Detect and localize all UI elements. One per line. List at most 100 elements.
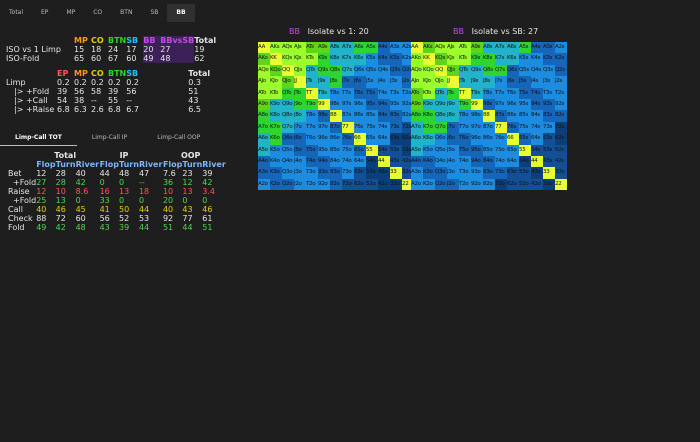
hand-cell[interactable]: Q4o — [435, 155, 447, 168]
hand-cell[interactable]: K5s — [519, 53, 531, 65]
hand-cell[interactable]: T3o — [306, 167, 318, 179]
hand-cell[interactable]: Q9o — [282, 98, 294, 111]
hand-cell[interactable]: 97o — [471, 121, 483, 134]
hand-cell[interactable]: JTo — [294, 87, 306, 99]
hand-cell[interactable]: 73o — [495, 167, 507, 179]
hand-cell[interactable]: J5s — [366, 76, 378, 88]
hand-cell[interactable]: 88 — [330, 110, 342, 122]
hand-cell[interactable]: 83o — [483, 167, 495, 179]
hand-cell[interactable]: A2o — [411, 178, 423, 191]
hand-cell[interactable]: T4s — [531, 87, 543, 99]
hand-cell[interactable]: AKs — [423, 42, 435, 54]
hand-cell[interactable]: 85o — [483, 144, 495, 156]
hand-cell[interactable]: Q8s — [483, 64, 495, 77]
hand-cell[interactable]: J8o — [294, 110, 306, 122]
hand-cell[interactable]: AJs — [447, 42, 459, 54]
hand-cell[interactable]: AJo — [258, 76, 270, 88]
hand-cell[interactable]: 93o — [471, 167, 483, 179]
hand-cell[interactable]: 33 — [390, 167, 402, 179]
hand-cell[interactable]: A5o — [258, 144, 270, 156]
hand-cell[interactable]: 97o — [318, 121, 330, 134]
hand-cell[interactable]: 87s — [342, 110, 354, 122]
hand-cell[interactable]: 99 — [471, 98, 483, 111]
hand-cell[interactable]: 72s — [555, 121, 567, 134]
hand-cell[interactable]: A7o — [258, 121, 270, 134]
hand-cell[interactable]: 95o — [471, 144, 483, 156]
hand-cell[interactable]: A6s — [354, 42, 366, 54]
hand-cell[interactable]: 92o — [471, 178, 483, 191]
tab-total[interactable]: Total — [9, 9, 24, 16]
hand-cell[interactable]: 72o — [495, 178, 507, 191]
hand-cell[interactable]: Q6s — [507, 64, 519, 77]
hand-cell[interactable]: Q7o — [282, 121, 294, 134]
hand-cell[interactable]: 85s — [366, 110, 378, 122]
hand-cell[interactable]: 92o — [318, 178, 330, 191]
hand-cell[interactable]: QQ — [435, 64, 447, 77]
hand-cell[interactable]: K6s — [354, 53, 366, 65]
hand-cell[interactable]: T6o — [306, 133, 318, 145]
hand-cell[interactable]: 74o — [342, 155, 354, 168]
hand-cell[interactable]: ATs — [306, 42, 318, 54]
hand-cell[interactable]: J5o — [447, 144, 459, 156]
hand-cell[interactable]: 75o — [342, 144, 354, 156]
hand-cell[interactable]: T8o — [459, 110, 471, 122]
hand-cell[interactable]: AA — [258, 42, 270, 54]
hand-cell[interactable]: 84s — [531, 110, 543, 122]
hand-cell[interactable]: Q8o — [435, 110, 447, 122]
hand-cell[interactable]: KK — [423, 53, 435, 65]
hand-cell[interactable]: 55 — [519, 144, 531, 156]
hand-cell[interactable]: K7s — [495, 53, 507, 65]
hand-cell[interactable]: 87s — [495, 110, 507, 122]
hand-cell[interactable]: K2o — [270, 178, 282, 191]
hand-cell[interactable]: K5o — [270, 144, 282, 156]
hand-cell[interactable]: 82o — [483, 178, 495, 191]
hand-cell[interactable]: J6s — [354, 76, 366, 88]
hand-cell[interactable]: 86s — [354, 110, 366, 122]
hand-cell[interactable]: K7o — [423, 121, 435, 134]
hand-cell[interactable]: 76o — [342, 133, 354, 145]
hand-cell[interactable]: K7o — [270, 121, 282, 134]
hand-cell[interactable]: Q5s — [366, 64, 378, 77]
hand-cell[interactable]: 63s — [543, 133, 555, 145]
hand-cell[interactable]: A2o — [258, 178, 270, 191]
hand-cell[interactable]: 74s — [531, 121, 543, 134]
hand-cell[interactable]: KJs — [447, 53, 459, 65]
hand-cell[interactable]: 62s — [555, 133, 567, 145]
hand-cell[interactable]: 44 — [531, 155, 543, 168]
hand-cell[interactable]: T6s — [354, 87, 366, 99]
hand-cell[interactable]: A6o — [411, 133, 423, 145]
tab-co[interactable]: CO — [93, 9, 103, 16]
hand-cell[interactable]: K3o — [270, 167, 282, 179]
hand-cell[interactable]: Q7s — [342, 64, 354, 77]
hand-cell[interactable]: JTs — [459, 76, 471, 88]
hand-cell[interactable]: 54o — [519, 155, 531, 168]
hand-cell[interactable]: Q8o — [282, 110, 294, 122]
hand-cell[interactable]: JJ — [447, 76, 459, 88]
hand-cell[interactable]: 95s — [366, 98, 378, 111]
hand-cell[interactable]: 62o — [507, 178, 519, 191]
hand-cell[interactable]: 75s — [519, 121, 531, 134]
hand-cell[interactable]: T5s — [366, 87, 378, 99]
hand-cell[interactable]: Q6o — [435, 133, 447, 145]
hand-cell[interactable]: 72s — [402, 121, 414, 134]
hand-cell[interactable]: T9s — [318, 87, 330, 99]
hand-cell[interactable]: 42s — [402, 155, 414, 168]
hand-cell[interactable]: J4s — [378, 76, 390, 88]
hand-cell[interactable]: K8o — [423, 110, 435, 122]
hand-cell[interactable]: J2o — [294, 178, 306, 191]
hand-cell[interactable]: A5o — [411, 144, 423, 156]
hand-cell[interactable]: 65s — [519, 133, 531, 145]
hand-cell[interactable]: 86s — [507, 110, 519, 122]
hand-cell[interactable]: J9s — [471, 76, 483, 88]
hand-cell[interactable]: K7s — [342, 53, 354, 65]
hand-cell[interactable]: 86o — [483, 133, 495, 145]
hand-cell[interactable]: K2o — [423, 178, 435, 191]
hand-cell[interactable]: J9s — [318, 76, 330, 88]
hand-cell[interactable]: A3o — [258, 167, 270, 179]
hand-cell[interactable]: T5o — [459, 144, 471, 156]
hand-cell[interactable]: J8s — [483, 76, 495, 88]
hand-cell[interactable]: KTo — [270, 87, 282, 99]
hand-cell[interactable]: Q9s — [471, 64, 483, 77]
hand-cell[interactable]: 53s — [390, 144, 402, 156]
hand-cell[interactable]: T8s — [330, 87, 342, 99]
